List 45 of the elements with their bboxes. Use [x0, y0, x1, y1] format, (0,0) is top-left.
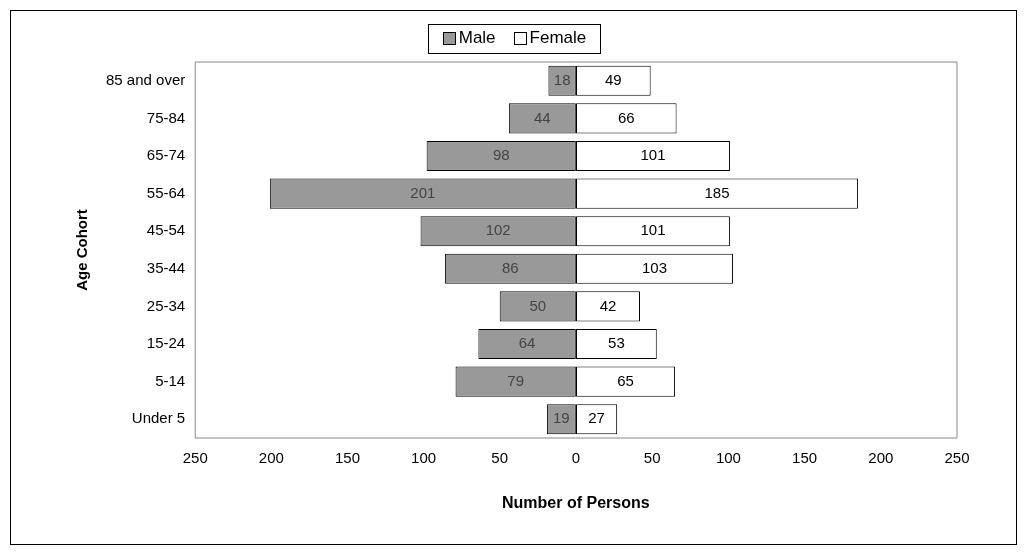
series-label: Female	[529, 28, 587, 48]
data-label: 101	[640, 146, 666, 164]
x-tick-label: 200	[258, 449, 284, 467]
x-tick-label: 100	[715, 449, 741, 467]
x-tick-label: 250	[182, 449, 208, 467]
y-tick-label: 65-74	[146, 146, 186, 164]
data-label: 49	[604, 70, 622, 88]
data-label: 44	[533, 108, 551, 126]
y-tick-label: 5-14	[155, 371, 186, 389]
x-tick-label: 50	[643, 449, 661, 467]
data-label: 102	[485, 221, 511, 239]
y-tick-label: 35-44	[146, 258, 186, 276]
y-tick-label: 55-64	[146, 183, 186, 201]
y-tick-label: 45-54	[146, 221, 186, 239]
x-tick-label: 0	[571, 449, 580, 467]
data-label: 53	[607, 334, 625, 352]
data-label: 101	[640, 221, 666, 239]
x-tick-label: 150	[791, 449, 817, 467]
data-label: 27	[588, 409, 605, 427]
y-axis-title: Age Cohort	[73, 209, 91, 291]
y-tick-label: Under 5	[131, 409, 186, 427]
y-tick-label: 25-34	[146, 296, 186, 314]
data-label: 79	[507, 371, 525, 389]
y-tick-label: 85 and over	[105, 70, 186, 88]
data-label: 64	[518, 334, 536, 352]
data-label: 66	[617, 108, 635, 126]
data-label: 19	[553, 409, 570, 427]
data-label: 18	[553, 70, 571, 88]
data-label: 185	[704, 183, 730, 201]
legend-label: Male	[458, 28, 496, 48]
x-tick-label: 200	[868, 449, 894, 467]
x-axis-title: Number of Persons	[502, 494, 650, 512]
y-tick-label: 75-84	[146, 108, 186, 126]
data-label: 42	[599, 296, 617, 314]
x-tick-label: 250	[944, 449, 970, 467]
x-tick-label: 150	[334, 449, 360, 467]
x-tick-label: 100	[411, 449, 437, 467]
data-label: 201	[410, 183, 436, 201]
data-label: 98	[492, 146, 510, 164]
data-label: 103	[641, 258, 667, 276]
data-label: 86	[502, 258, 519, 276]
data-label: 65	[617, 371, 634, 389]
x-tick-label: 50	[491, 449, 509, 467]
data-label: 50	[529, 296, 547, 314]
y-tick-label: 15-24	[146, 334, 186, 352]
